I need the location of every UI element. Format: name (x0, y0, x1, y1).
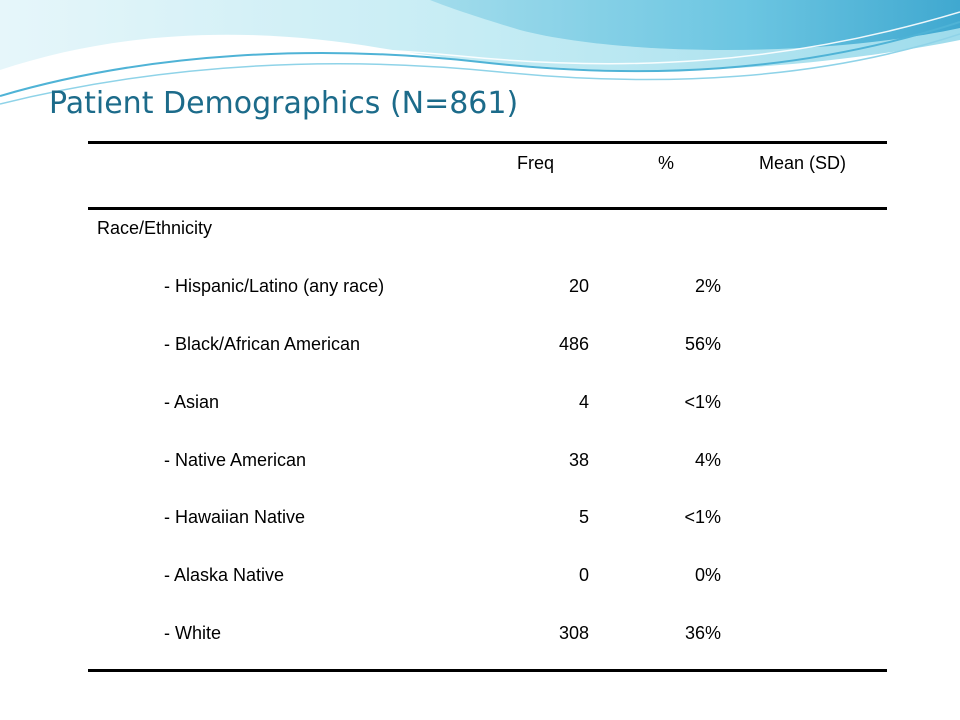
column-header-mean-sd: Mean (SD) (759, 153, 847, 173)
table-row: - Hawaiian Native 5 <1% (88, 506, 887, 528)
table-top-rule (88, 141, 887, 144)
row-label: - Native American (164, 450, 307, 470)
header-wave-decoration (0, 0, 960, 105)
row-percent: 36% (684, 623, 721, 643)
slide-title: Patient Demographics (N=861) (49, 86, 519, 121)
table-row: - Black/African American 486 56% (88, 333, 887, 355)
row-percent: 0% (694, 565, 721, 585)
row-percent: <1% (684, 392, 721, 412)
row-freq: 0 (578, 565, 589, 585)
row-freq: 486 (558, 334, 589, 354)
row-freq: 20 (568, 276, 589, 296)
table-row: - Alaska Native 0 0% (88, 564, 887, 586)
row-percent: 2% (694, 276, 721, 296)
row-percent: 4% (694, 450, 721, 470)
row-label: - White (164, 623, 222, 643)
row-label: - Black/African American (164, 334, 361, 354)
row-freq: 5 (578, 507, 589, 527)
row-label: - Hawaiian Native (164, 507, 306, 527)
group-label-race-ethnicity: Race/Ethnicity (97, 218, 213, 238)
row-freq: 4 (578, 392, 589, 412)
table-row: - Asian 4 <1% (88, 391, 887, 413)
column-header-freq: Freq (517, 153, 555, 173)
table-bottom-rule (88, 669, 887, 672)
row-freq: 308 (558, 623, 589, 643)
table-header-rule (88, 207, 887, 210)
row-label: - Asian (164, 392, 220, 412)
row-label: - Alaska Native (164, 565, 285, 585)
row-percent: <1% (684, 507, 721, 527)
row-freq: 38 (568, 450, 589, 470)
table-row: - Hispanic/Latino (any race) 20 2% (88, 275, 887, 297)
row-percent: 56% (684, 334, 721, 354)
column-header-percent: % (658, 153, 675, 173)
table-row: - White 308 36% (88, 622, 887, 644)
row-label: - Hispanic/Latino (any race) (164, 276, 385, 296)
table-row: - Native American 38 4% (88, 449, 887, 471)
